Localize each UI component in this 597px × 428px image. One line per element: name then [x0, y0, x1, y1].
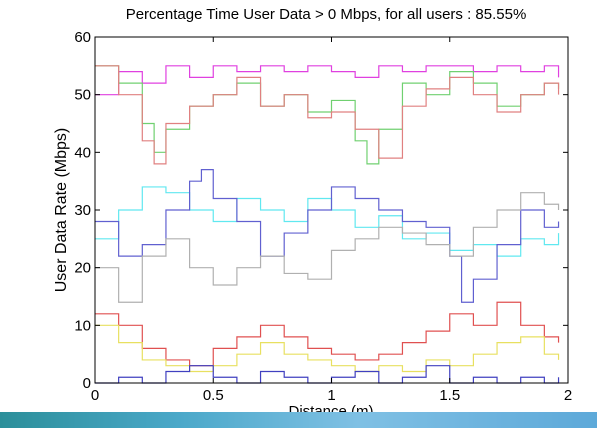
series-line-6: [95, 192, 560, 303]
y-tick-label: 50: [74, 87, 91, 104]
series-line-3: [95, 65, 560, 165]
y-tick-label: 60: [74, 29, 91, 46]
series-line-9: [95, 365, 560, 384]
taskbar-strip: [0, 412, 597, 428]
x-axis-label: Distance (m): [288, 403, 373, 412]
series-line-4: [95, 186, 560, 257]
x-tick-label: 0: [91, 387, 99, 404]
x-tick-label: 0.5: [203, 387, 224, 404]
y-axis-label: User Data Rate (Mbps): [53, 128, 70, 293]
series-line-5: [95, 169, 560, 303]
y-tick-label: 40: [74, 144, 91, 161]
series-layer: [95, 65, 560, 384]
series-line-2: [95, 65, 560, 165]
x-tick-label: 2: [564, 387, 572, 404]
chart-title: Percentage Time User Data > 0 Mbps, for …: [125, 6, 527, 23]
y-tick-label: 10: [74, 317, 91, 334]
series-line-8: [95, 324, 560, 373]
series-line-7: [95, 301, 560, 367]
x-tick-label: 1: [327, 387, 335, 404]
series-line-1: [95, 65, 560, 96]
x-tick-label: 1.5: [439, 387, 460, 404]
y-tick-label: 30: [74, 202, 91, 219]
y-tick-label: 20: [74, 260, 91, 277]
y-tick-label: 0: [83, 375, 91, 392]
